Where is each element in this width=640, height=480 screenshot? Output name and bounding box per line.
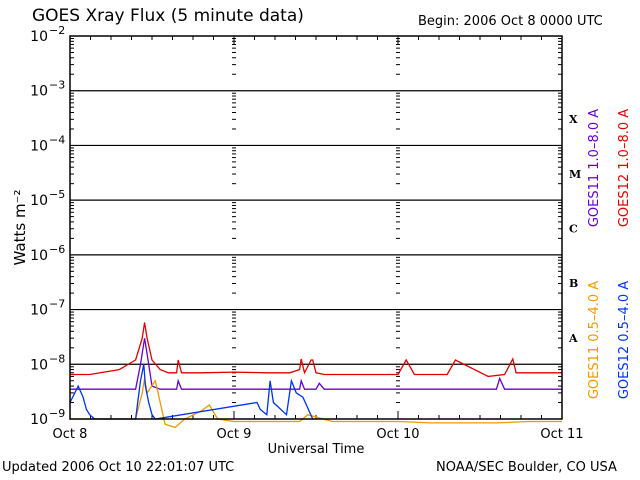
y-tick-label: 10: [30, 29, 48, 45]
flare-class-labels: X M C B A: [568, 113, 581, 345]
series-legend: GOES11 1.0–8.0 A GOES12 1.0–8.0 A GOES11 0…: [587, 109, 632, 399]
legend-entry: GOES12 1.0–8.0 A: [617, 109, 632, 227]
y-tick-exponent: −4: [49, 133, 65, 146]
y-tick-exponent: −8: [49, 352, 65, 365]
y-tick-exponent: −5: [49, 188, 65, 201]
plot-frame: [69, 35, 563, 420]
x-tick-label: Oct 8: [53, 427, 88, 442]
legend-entry: GOES11 0.5–4.0 A: [587, 281, 602, 399]
y-axis-title: Watts m⁻²: [11, 190, 29, 266]
credit-label: NOAA/SEC Boulder, CO USA: [436, 460, 617, 475]
y-tick-label: 10: [30, 193, 48, 209]
x-tick-label: Oct 10: [376, 427, 419, 442]
y-tick-exponent: −2: [49, 24, 65, 37]
y-tick-exponent: −7: [49, 298, 65, 311]
chart-title: GOES Xray Flux (5 minute data): [32, 6, 304, 26]
series-line-1: [70, 338, 562, 390]
y-tick-labels: 10−210−310−410−510−610−710−810−9: [30, 24, 65, 428]
begin-time-label: Begin: 2006 Oct 8 0000 UTC: [418, 14, 603, 29]
series-lines: [69, 322, 562, 429]
legend-entry: GOES11 1.0–8.0 A: [587, 109, 602, 227]
y-tick-exponent: −6: [49, 243, 65, 256]
flare-class-label: M: [569, 168, 581, 181]
flare-class-label: X: [569, 113, 578, 126]
y-tick-label: 10: [30, 357, 48, 373]
y-tick-label: 10: [30, 303, 48, 319]
y-tick-exponent: −3: [49, 79, 65, 92]
y-tick-label: 10: [30, 84, 48, 100]
y-tick-exponent: −9: [49, 407, 65, 420]
flare-class-label: C: [569, 223, 578, 236]
updated-timestamp: Updated 2006 Oct 10 22:01:07 UTC: [2, 460, 235, 475]
y-tick-label: 10: [30, 412, 48, 428]
y-tick-label: 10: [30, 248, 48, 264]
x-axis-title: Universal Time: [268, 442, 365, 457]
gridlines: [70, 90, 562, 365]
x-tick-label: Oct 11: [540, 427, 583, 442]
x-tick-label: Oct 9: [217, 427, 252, 442]
series-line-2: [70, 378, 562, 429]
legend-entry: GOES12 0.5–4.0 A: [617, 281, 632, 399]
flare-class-label: B: [569, 277, 578, 290]
series-line-0: [70, 322, 562, 378]
series-line-3: [69, 364, 314, 420]
x-tick-labels: Oct 8 Oct 9 Oct 10 Oct 11: [53, 427, 584, 442]
flare-class-label: A: [568, 332, 578, 345]
y-tick-label: 10: [30, 138, 48, 154]
axis-ticks: [69, 36, 563, 419]
